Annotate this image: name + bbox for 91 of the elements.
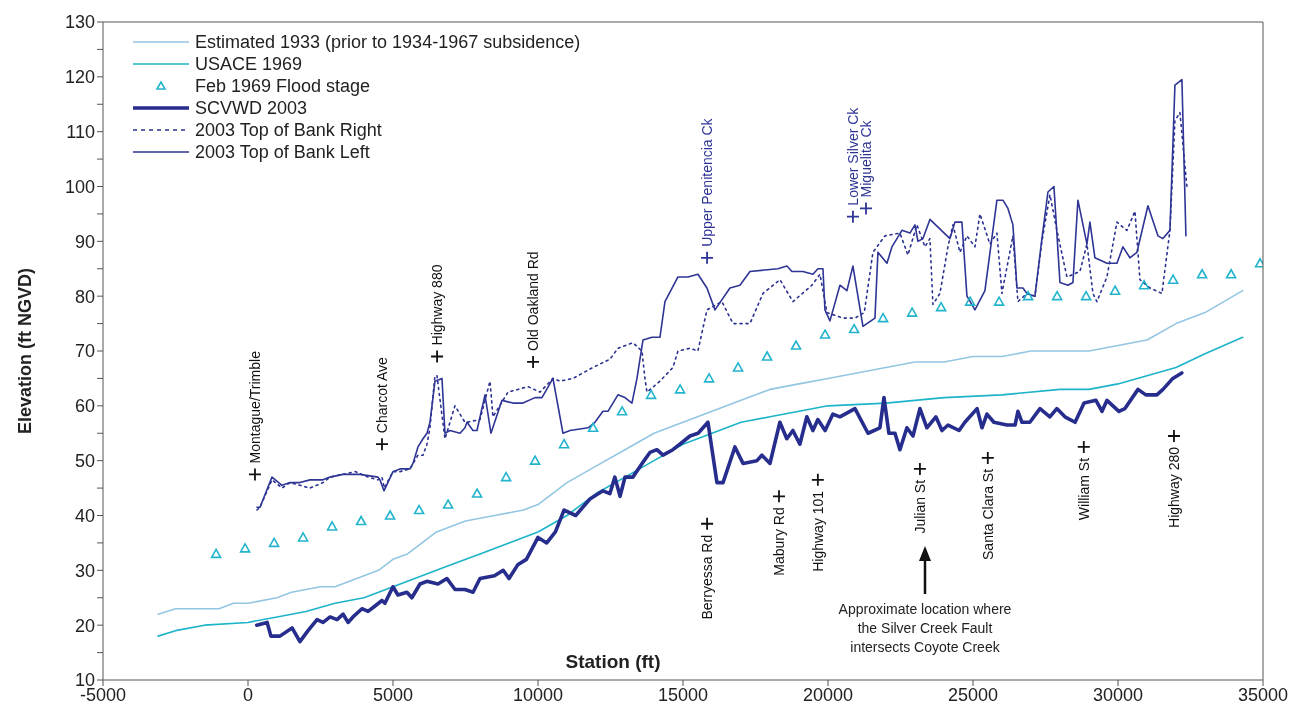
- annotation: Old Oakland Rd: [525, 251, 542, 351]
- point: [500, 471, 512, 482]
- annotation: William St: [1075, 457, 1092, 521]
- annotation: Mabury Rd: [770, 507, 787, 576]
- point: [248, 467, 262, 482]
- annotation: Julian St: [911, 479, 928, 534]
- y-tick-label: 100: [64, 176, 95, 197]
- point: [442, 499, 454, 509]
- legend-label: Estimated 1933 (prior to 1934-1967 subsidence): [195, 32, 581, 52]
- y-tick-label: 20: [74, 615, 95, 636]
- y-tick-label: 60: [74, 396, 95, 417]
- point: [587, 422, 599, 433]
- annotation: Highway 280: [1165, 446, 1182, 528]
- point: [761, 351, 773, 361]
- point: [1225, 268, 1237, 279]
- annotation: Charcot Ave: [373, 356, 390, 434]
- point: [935, 301, 947, 312]
- point: [913, 461, 927, 476]
- y-tick-label: 70: [74, 341, 95, 362]
- point: [1138, 279, 1150, 290]
- point: [906, 307, 918, 317]
- point: [375, 437, 389, 452]
- point: [529, 455, 541, 465]
- annotation: Highway 101: [809, 490, 826, 572]
- x-tick-label: 25000: [947, 684, 999, 705]
- point: [355, 515, 367, 526]
- point: [384, 510, 396, 520]
- y-tick-label: 30: [74, 560, 95, 581]
- point: [790, 340, 802, 350]
- point: [430, 349, 444, 364]
- point: [1076, 440, 1091, 454]
- x-tick-label: 30000: [1092, 684, 1144, 705]
- point: [993, 296, 1005, 306]
- annotation: Approximate location where the Silver Creek Fault intersects Coyote Creek: [837, 600, 1013, 657]
- point: [413, 504, 425, 515]
- point: [846, 209, 860, 224]
- point: [1167, 274, 1179, 285]
- point: [1196, 268, 1208, 279]
- annotation: Highway 880: [429, 264, 446, 346]
- legend-label: 2003 Top of Bank Left: [195, 142, 370, 162]
- point: [1051, 290, 1063, 301]
- y-tick-label: 120: [64, 67, 95, 88]
- point: [810, 472, 825, 487]
- legend-label: SCVWD 2003: [195, 98, 308, 118]
- x-tick-label: 15000: [657, 684, 709, 705]
- point: [674, 384, 686, 394]
- y-tick-label: 110: [66, 122, 95, 143]
- point: [326, 521, 338, 531]
- y-tick-label: 130: [64, 12, 95, 33]
- point: [268, 537, 280, 548]
- x-tick-label: 35000: [1237, 684, 1289, 705]
- point: [964, 296, 976, 306]
- y-tick-label: 50: [74, 451, 95, 472]
- point: [616, 406, 628, 416]
- point: [859, 201, 873, 216]
- point: [526, 355, 540, 369]
- annotation: Upper Penitencia Ck: [699, 117, 716, 247]
- point: [239, 543, 251, 553]
- legend-label: USACE 1969: [195, 54, 303, 74]
- x-tick-label: 10000: [512, 684, 564, 705]
- y-axis-title: Elevation (ft NGVD): [15, 267, 35, 435]
- point: [772, 489, 786, 504]
- y-tick-label: 40: [74, 505, 95, 526]
- point: [700, 250, 714, 265]
- legend-label: 2003 Top of Bank Right: [195, 120, 382, 140]
- point: [297, 532, 309, 542]
- point: [980, 451, 995, 465]
- point: [210, 548, 222, 559]
- point: [877, 312, 889, 323]
- annotation: Montague/Trimble: [246, 350, 263, 464]
- x-tick-label: 0: [242, 684, 254, 705]
- point: [848, 323, 860, 334]
- point: [1080, 290, 1092, 301]
- point: [1022, 290, 1034, 301]
- y-tick-label: 90: [74, 231, 95, 252]
- x-tick-label: 5000: [372, 684, 414, 705]
- point: [471, 488, 483, 498]
- point: [732, 362, 744, 372]
- point: [819, 329, 831, 339]
- legend-label: Feb 1969 Flood stage: [195, 76, 371, 96]
- point: [700, 516, 714, 531]
- x-axis-title: Station (ft): [565, 651, 661, 672]
- point: [1167, 429, 1181, 443]
- x-tick-label: 20000: [802, 684, 854, 705]
- annotation: Berryessa Rd: [699, 534, 716, 620]
- point: [1109, 285, 1121, 295]
- point: [558, 438, 570, 449]
- y-tick-label: 80: [74, 286, 95, 307]
- point: [645, 389, 657, 400]
- annotation: Santa Clara St: [979, 468, 996, 560]
- point: [703, 373, 715, 383]
